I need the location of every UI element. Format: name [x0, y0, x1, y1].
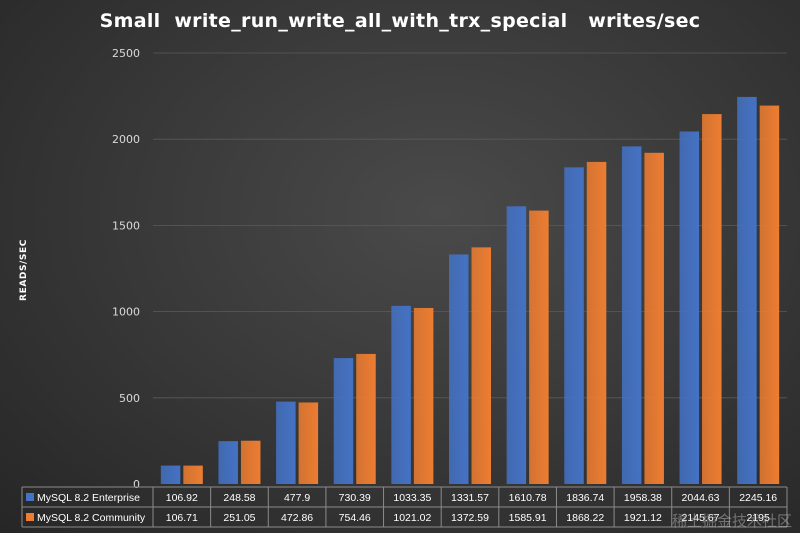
bar-enterprise: [679, 131, 700, 484]
data-label: 251.05: [223, 512, 255, 524]
bar-enterprise: [218, 441, 238, 484]
bar-community: [586, 161, 607, 484]
data-label: 730.39: [339, 492, 371, 504]
bar-community: [183, 465, 203, 484]
data-label: 1585.91: [509, 512, 547, 524]
legend-label: MySQL 8.2 Community: [37, 512, 146, 524]
data-label: 2195: [747, 512, 771, 524]
legend-swatch: [26, 493, 34, 501]
y-tick-label: 2000: [112, 133, 140, 146]
chart-title: Small write_run_write_all_with_trx_speci…: [99, 10, 701, 32]
legend-label: MySQL 8.2 Enterprise: [37, 492, 140, 504]
data-label: 248.58: [223, 492, 255, 504]
bar-enterprise: [564, 167, 584, 485]
data-label: 2044.63: [682, 492, 720, 504]
y-tick-label: 1500: [112, 219, 140, 232]
bar-enterprise: [333, 358, 354, 484]
bar-community: [356, 353, 376, 484]
legend-swatch: [26, 513, 34, 521]
bar-community: [759, 105, 780, 484]
data-label: 1610.78: [509, 492, 547, 504]
bar-enterprise: [160, 465, 181, 484]
bar-community: [413, 307, 434, 484]
bar-enterprise: [449, 254, 469, 484]
bar-enterprise: [621, 146, 642, 484]
data-label: 2145.67: [682, 512, 720, 524]
bar-community: [471, 247, 491, 484]
bar-community: [298, 402, 319, 484]
data-label: 1033.35: [393, 492, 431, 504]
data-label: 1921.12: [624, 512, 662, 524]
y-tick-label: 2500: [112, 47, 140, 60]
data-label: 1331.57: [451, 492, 489, 504]
data-label: 1372.59: [451, 512, 489, 524]
data-label: 754.46: [339, 512, 371, 524]
data-label: 477.9: [284, 492, 310, 504]
bar-community: [702, 114, 722, 485]
data-label: 1868.22: [566, 512, 604, 524]
bar-community: [529, 210, 549, 484]
data-label: 1958.38: [624, 492, 662, 504]
bar-enterprise: [506, 206, 527, 485]
data-label: 106.71: [166, 512, 198, 524]
bar-enterprise: [276, 401, 296, 484]
y-tick-label: 1000: [112, 306, 140, 319]
bar-community: [644, 152, 664, 485]
bar-enterprise: [737, 96, 757, 484]
data-label: 2245.16: [739, 492, 777, 504]
data-label: 1836.74: [566, 492, 604, 504]
watermark: 稀土掘金技术社区: [671, 512, 792, 530]
y-tick-label: 500: [119, 392, 140, 405]
data-label: 1021.02: [393, 512, 431, 524]
data-label: 472.86: [281, 512, 313, 524]
y-tick-label: 0: [133, 478, 140, 491]
bar-enterprise: [391, 305, 411, 484]
data-label: 106.92: [166, 492, 198, 504]
bar-community: [240, 440, 261, 484]
